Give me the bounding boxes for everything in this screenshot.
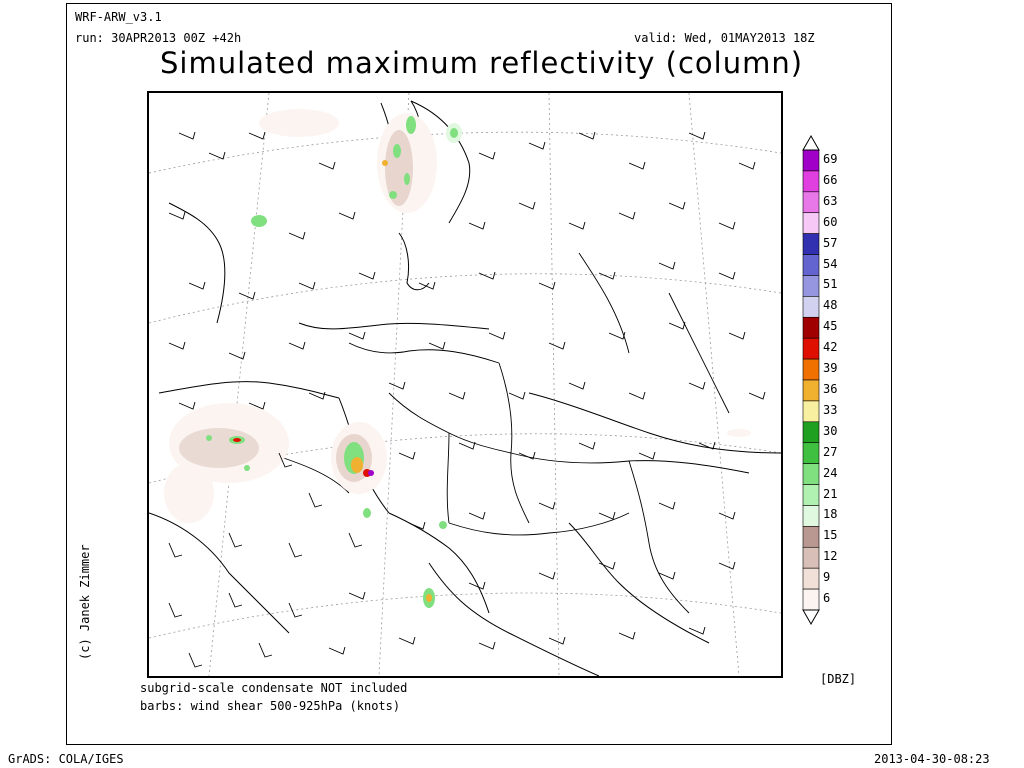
colorbar-swatch xyxy=(802,275,820,297)
colorbar-swatch xyxy=(802,463,820,485)
note-condensate: subgrid-scale condensate NOT included xyxy=(140,681,408,695)
colorbar-label: 24 xyxy=(823,465,838,480)
colorbar-label: 60 xyxy=(823,214,838,229)
colorbar-label: 21 xyxy=(823,486,838,501)
colorbar xyxy=(802,134,820,626)
colorbar-swatch xyxy=(802,421,820,444)
colorbar-swatch xyxy=(802,505,820,527)
colorbar-unit: [DBZ] xyxy=(820,672,857,686)
model-name: WRF-ARW_v3.1 xyxy=(75,10,162,24)
graticule xyxy=(149,93,781,676)
plot-title: Simulated maximum reflectivity (column) xyxy=(160,46,804,80)
colorbar-swatch xyxy=(802,233,820,255)
plot-frame xyxy=(66,3,892,745)
colorbar-label: 18 xyxy=(823,507,838,522)
author-credit: (c) Janek Zimmer xyxy=(78,544,92,660)
colorbar-swatch xyxy=(802,337,820,360)
colorbar-swatch xyxy=(802,484,820,506)
colorbar-label: 30 xyxy=(823,423,838,438)
footer-timestamp: 2013-04-30-08:23 xyxy=(874,752,990,766)
colorbar-label: 27 xyxy=(823,444,838,459)
colorbar-swatch xyxy=(802,212,820,234)
country-borders xyxy=(268,252,750,614)
colorbar-label: 36 xyxy=(823,382,838,396)
colorbar-label: 69 xyxy=(823,152,838,166)
colorbar-swatch xyxy=(802,358,820,381)
run-info: run: 30APR2013 00Z +42h xyxy=(75,31,242,45)
colorbar-label: 51 xyxy=(823,277,838,292)
colorbar-label: 57 xyxy=(823,235,838,250)
note-barbs: barbs: wind shear 500-925hPa (knots) xyxy=(140,699,401,713)
colorbar-label: 54 xyxy=(823,256,838,271)
colorbar-top-arrow xyxy=(802,134,820,151)
colorbar-swatch xyxy=(802,191,820,214)
colorbar-swatch xyxy=(802,149,820,172)
reflectivity-cells xyxy=(164,109,751,608)
colorbar-label: 12 xyxy=(823,549,838,564)
colorbar-label: 63 xyxy=(823,193,838,208)
colorbar-swatch xyxy=(802,526,820,548)
colorbar-label: 66 xyxy=(823,172,838,187)
colorbar-swatch xyxy=(802,588,820,611)
colorbar-swatch xyxy=(802,546,820,569)
colorbar-bottom-arrow xyxy=(802,609,820,626)
colorbar-swatch xyxy=(802,400,820,423)
coastlines xyxy=(149,100,781,676)
colorbar-label: 15 xyxy=(823,528,838,543)
colorbar-swatch xyxy=(802,254,820,276)
colorbar-swatch xyxy=(802,170,820,193)
colorbar-label: 9 xyxy=(823,570,831,585)
colorbar-swatch xyxy=(802,379,820,402)
colorbar-label: 45 xyxy=(823,319,838,334)
map-graphic xyxy=(149,93,781,676)
colorbar-swatch xyxy=(802,567,820,590)
reflectivity-map xyxy=(147,91,783,678)
colorbar-label: 42 xyxy=(823,340,838,355)
colorbar-swatch xyxy=(802,296,820,318)
colorbar-label: 6 xyxy=(823,591,831,606)
colorbar-swatch xyxy=(802,316,820,339)
valid-time: valid: Wed, 01MAY2013 18Z xyxy=(634,31,815,45)
wind-barbs xyxy=(168,131,766,668)
colorbar-label: 48 xyxy=(823,298,838,313)
footer-software: GrADS: COLA/IGES xyxy=(8,752,124,766)
colorbar-label: 39 xyxy=(823,361,838,376)
colorbar-swatch xyxy=(802,442,820,464)
colorbar-label: 33 xyxy=(823,402,838,417)
